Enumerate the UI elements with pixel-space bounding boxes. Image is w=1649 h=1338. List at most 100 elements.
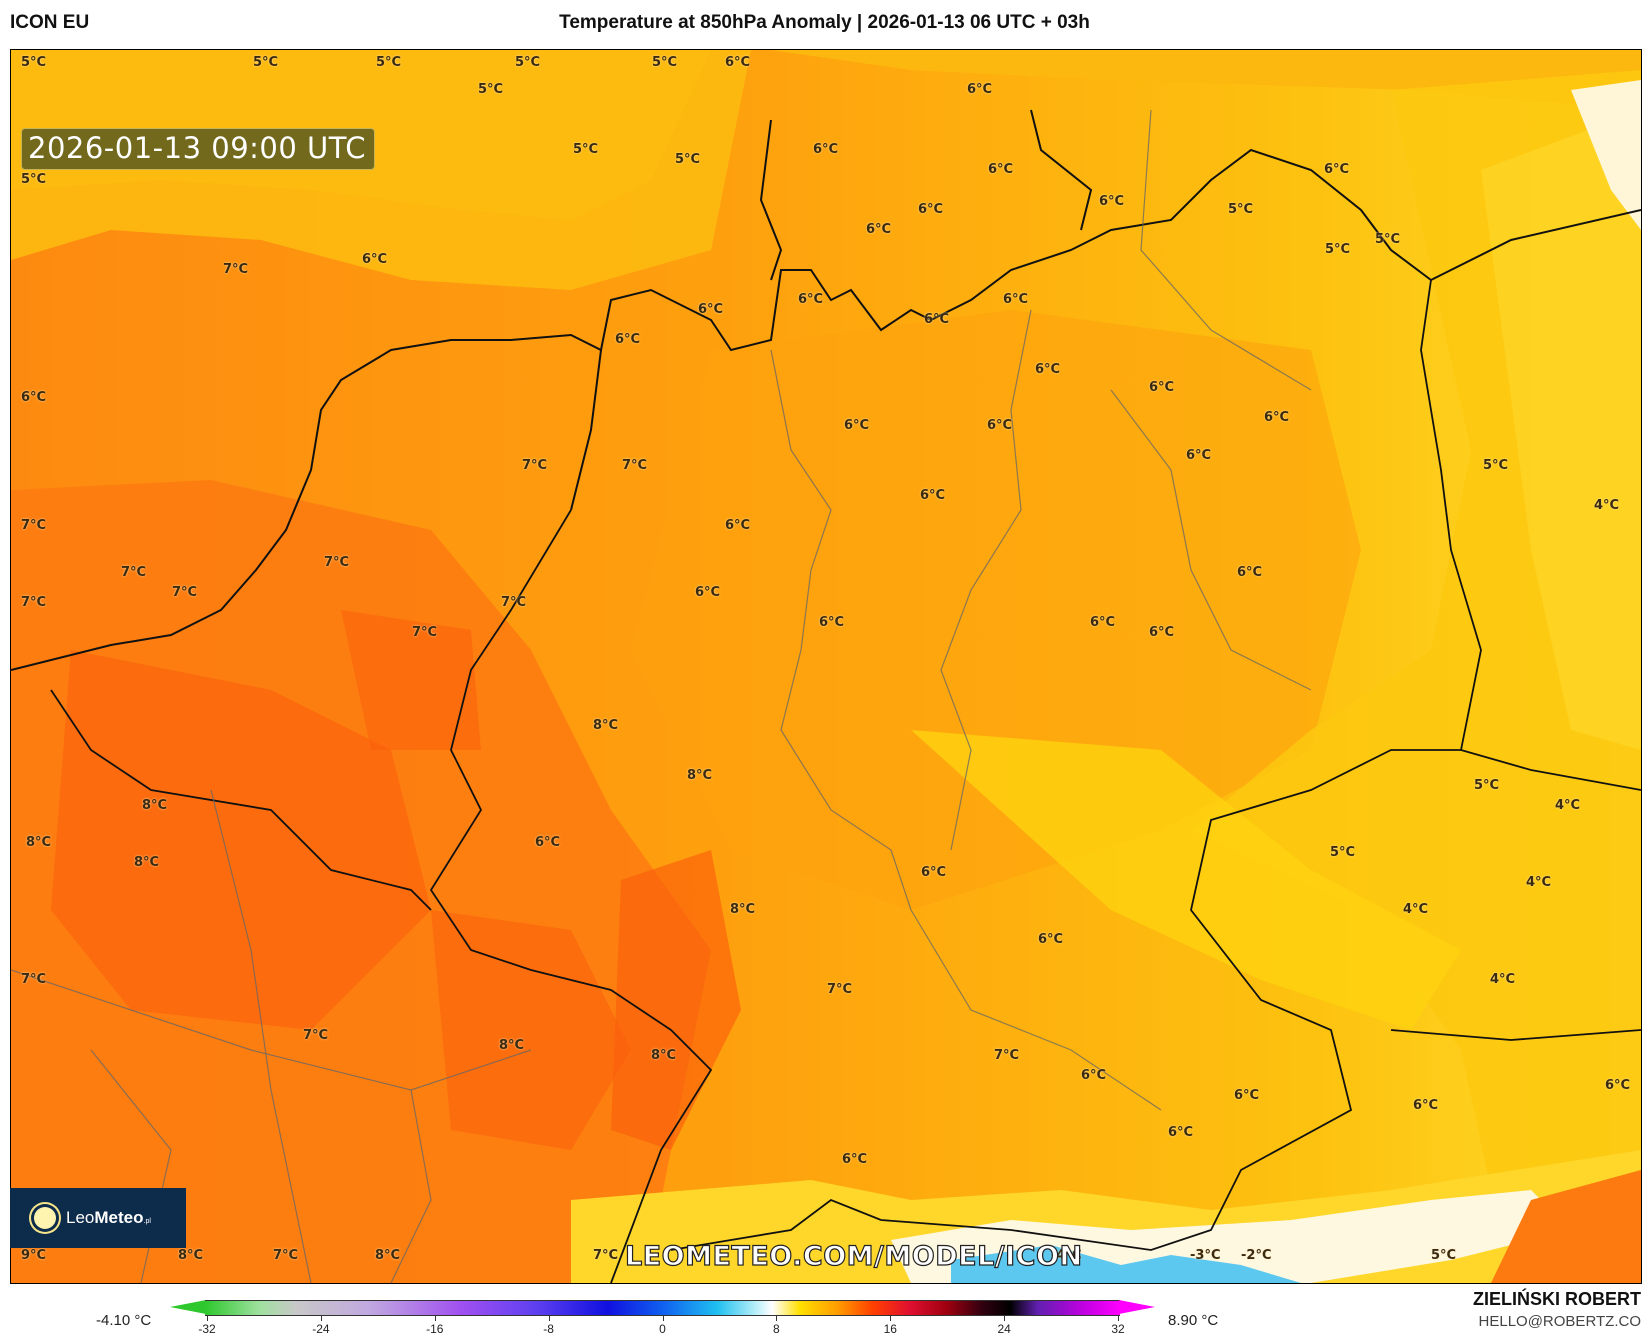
isotherm-label: 6°C	[987, 418, 1013, 433]
isotherm-label: 6°C	[842, 1152, 868, 1167]
isotherm-label: 5°C	[21, 55, 47, 70]
colorbar-tick	[434, 1316, 436, 1321]
isotherm-label: 4°C	[1594, 498, 1620, 513]
isotherm-label: 7°C	[223, 262, 249, 277]
logo-text: LeoMeteo.pl	[66, 1208, 151, 1227]
isotherm-label: 6°C	[1168, 1125, 1194, 1140]
colorbar-tick	[776, 1316, 778, 1321]
isotherm-label: 5°C	[21, 172, 47, 187]
colorbar-tick-label: 0	[659, 1322, 666, 1336]
isotherm-label: 7°C	[501, 595, 527, 610]
colorbar-tick-label: -8	[543, 1322, 554, 1336]
isotherm-label: 7°C	[593, 1248, 619, 1263]
isotherm-label: 6°C	[1149, 625, 1175, 640]
isotherm-label: 6°C	[615, 332, 641, 347]
colorbar	[170, 1300, 1155, 1318]
isotherm-label: 6°C	[21, 390, 47, 405]
colorbar-tick-label: 24	[997, 1322, 1011, 1336]
isotherm-label: 7°C	[522, 458, 548, 473]
isotherm-label: 6°C	[695, 585, 721, 600]
isotherm-label: 4°C	[1490, 972, 1516, 987]
isotherm-label: 7°C	[121, 565, 147, 580]
valid-time-badge: 2026-01-13 09:00 UTC	[21, 128, 376, 170]
colorbar-gradient	[205, 1300, 1120, 1316]
isotherm-label: 6°C	[1038, 932, 1064, 947]
colorbar-tick	[1118, 1316, 1119, 1321]
colorbar-max-value: 8.90 °C	[1168, 1312, 1219, 1329]
isotherm-label: 6°C	[921, 865, 947, 880]
author-email: HELLO@ROBERTZ.CO	[1478, 1313, 1641, 1330]
isotherm-label: 7°C	[21, 595, 47, 610]
isotherm-label: 6°C	[725, 518, 751, 533]
colorbar-tick-label: 16	[883, 1322, 897, 1336]
isotherm-label: 7°C	[273, 1248, 299, 1263]
isotherm-label: 6°C	[1186, 448, 1212, 463]
isotherm-label: 5°C	[253, 55, 279, 70]
colorbar-tick	[548, 1316, 550, 1321]
isotherm-label: 6°C	[725, 55, 751, 70]
isotherm-label: 6°C	[698, 302, 724, 317]
isotherm-label: 7°C	[622, 458, 648, 473]
isotherm-label: 7°C	[21, 518, 47, 533]
isotherm-label: -4°C	[1051, 1248, 1082, 1263]
isotherm-label: 5°C	[573, 142, 599, 157]
isotherm-label: 6°C	[866, 222, 892, 237]
isotherm-label: 8°C	[651, 1048, 677, 1063]
isotherm-label: 6°C	[813, 142, 839, 157]
isotherm-label: 5°C	[478, 82, 504, 97]
isotherm-label: 5°C	[1228, 202, 1254, 217]
isotherm-label: 5°C	[1474, 778, 1500, 793]
isotherm-label: 6°C	[967, 82, 993, 97]
isotherm-label: 5°C	[515, 55, 541, 70]
isotherm-label: 6°C	[819, 615, 845, 630]
colorbar-tick	[662, 1316, 664, 1321]
isotherm-label: 8°C	[593, 718, 619, 733]
isotherm-label: 6°C	[798, 292, 824, 307]
isotherm-label: 5°C	[1375, 232, 1401, 247]
isotherm-label: 8°C	[375, 1248, 401, 1263]
isotherm-label: 4°C	[1526, 875, 1552, 890]
isotherm-label: 6°C	[1099, 194, 1125, 209]
isotherm-label: 5°C	[675, 152, 701, 167]
colorbar-tick	[320, 1316, 322, 1321]
isotherm-label: 6°C	[924, 312, 950, 327]
isotherm-label: 7°C	[827, 982, 853, 997]
isotherm-label: -3°C	[1190, 1248, 1221, 1263]
isotherm-label: 6°C	[1264, 410, 1290, 425]
isotherm-label: 7°C	[21, 972, 47, 987]
isotherm-label: 6°C	[1149, 380, 1175, 395]
colorbar-tick-label: 8	[773, 1322, 780, 1336]
isotherm-label: 6°C	[535, 835, 561, 850]
isotherm-label: 8°C	[178, 1248, 204, 1263]
isotherm-label: 6°C	[1324, 162, 1350, 177]
isotherm-label: 8°C	[499, 1038, 525, 1053]
chart-title: Temperature at 850hPa Anomaly | 2026-01-…	[559, 12, 1090, 33]
isotherm-label: 6°C	[362, 252, 388, 267]
isotherm-label: 6°C	[1234, 1088, 1260, 1103]
isotherm-label: 5°C	[1325, 242, 1351, 257]
isotherm-label: -2°C	[1241, 1248, 1272, 1263]
temperature-anomaly-map: 2026-01-13 09:00 UTC 5°C 5°C 5°C 5°C 5°C 6°C 5…	[10, 49, 1642, 1284]
sun-icon	[34, 1207, 56, 1229]
colorbar-tick-label: -16	[426, 1322, 444, 1336]
isotherm-label: 7°C	[172, 585, 198, 600]
isotherm-label: 4°C	[1555, 798, 1581, 813]
isotherm-label: 4°C	[1403, 902, 1429, 917]
isotherm-label: 6°C	[920, 488, 946, 503]
colorbar-right-arrow	[1119, 1300, 1155, 1314]
colorbar-tick-label: -32	[198, 1322, 216, 1336]
isotherm-label: 6°C	[844, 418, 870, 433]
isotherm-label: 8°C	[142, 798, 168, 813]
colorbar-left-arrow	[170, 1300, 206, 1314]
isotherm-label: 8°C	[134, 855, 160, 870]
isotherm-label: 5°C	[1330, 845, 1356, 860]
author-name: ZIELIŃSKI ROBERT	[1472, 1289, 1641, 1309]
isotherm-label: 6°C	[1413, 1098, 1439, 1113]
model-name: ICON EU	[10, 12, 90, 33]
isotherm-label: 6°C	[1081, 1068, 1107, 1083]
isotherm-label: 7°C	[324, 555, 350, 570]
isotherm-label: 6°C	[1605, 1078, 1631, 1093]
colorbar-tick	[1004, 1316, 1006, 1321]
isotherm-label: 6°C	[1035, 362, 1061, 377]
isotherm-label: 7°C	[412, 625, 438, 640]
